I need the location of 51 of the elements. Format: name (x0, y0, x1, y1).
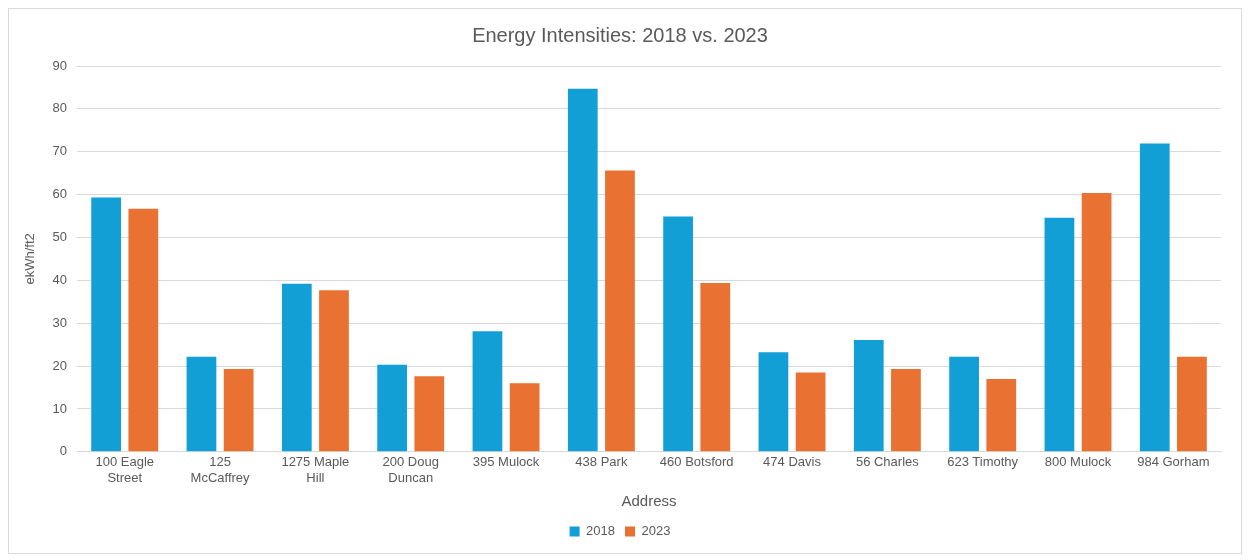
bar (795, 372, 826, 452)
bar (986, 378, 1017, 452)
x-tick-label: 460 Botsford (659, 454, 734, 470)
bar (91, 197, 122, 452)
bar (128, 208, 159, 452)
y-tick-label: 70 (52, 143, 68, 159)
legend-label: 2023 (641, 523, 671, 539)
x-tick-label: 474 Davis (763, 454, 822, 470)
bar (891, 369, 921, 452)
x-axis-title: Address (621, 492, 677, 510)
bar (758, 352, 789, 452)
x-tick-label: 125 McCaffrey (190, 454, 251, 485)
y-tick-label: 90 (52, 57, 68, 73)
y-tick-label: 20 (52, 357, 68, 373)
bar (1081, 192, 1112, 452)
bar (700, 282, 731, 452)
x-tick-label: 56 Charles (855, 454, 920, 470)
bar (567, 88, 598, 452)
x-tick-label: 1275 Maple Hill (281, 454, 350, 485)
bar (509, 383, 540, 452)
x-tick-label: 438 Park (575, 454, 628, 470)
bar (223, 369, 254, 452)
x-tick-label: 200 Doug Duncan (382, 454, 439, 485)
x-tick-label: 100 Eagle Street (95, 454, 155, 485)
x-tick-label: 984 Gorham (1137, 454, 1210, 470)
bar (949, 356, 979, 452)
bar (319, 290, 349, 452)
y-tick-label: 10 (52, 400, 68, 416)
x-tick-label: 623 Timothy (947, 454, 1019, 470)
bar (281, 283, 312, 452)
bar (605, 170, 635, 452)
bar (663, 216, 693, 452)
bar (472, 331, 503, 452)
bar (1177, 356, 1207, 452)
bar (1044, 217, 1075, 452)
y-tick-label: 0 (59, 443, 68, 459)
bar (186, 356, 217, 452)
legend-label: 2018 (586, 523, 615, 539)
y-axis-title: ekWh/ft2 (22, 233, 38, 285)
bar (414, 376, 445, 452)
y-tick-label: 60 (52, 186, 68, 202)
x-tick-label: 395 Mulock (472, 454, 540, 470)
chart-title: Energy Intensities: 2018 vs. 2023 (472, 23, 768, 46)
bar (377, 364, 407, 452)
y-tick-label: 50 (52, 229, 68, 245)
bar (1139, 143, 1170, 452)
x-tick-label: 800 Mulock (1044, 454, 1112, 470)
y-tick-label: 80 (52, 100, 68, 116)
y-tick-label: 30 (52, 314, 68, 330)
bar (853, 339, 884, 452)
y-tick-label: 40 (52, 271, 68, 287)
